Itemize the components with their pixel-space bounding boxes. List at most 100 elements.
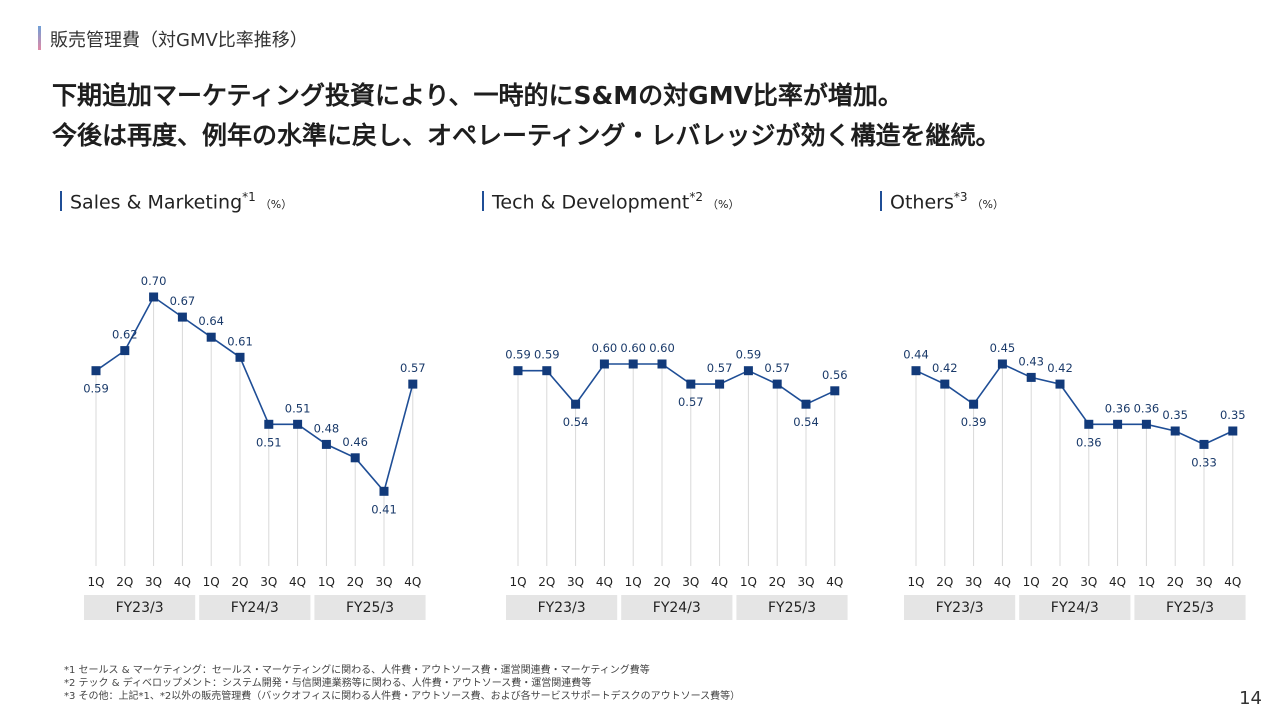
category-label: 3Q <box>797 575 814 589</box>
category-label: 2Q <box>653 575 670 589</box>
category-label: 3Q <box>145 575 162 589</box>
data-label: 0.60 <box>592 341 618 355</box>
category-label: 4Q <box>711 575 728 589</box>
category-label: 3Q <box>965 575 982 589</box>
header-title: 販売管理費（対GMV比率推移） <box>50 30 308 51</box>
category-label: 3Q <box>375 575 392 589</box>
data-label: 0.39 <box>961 415 987 429</box>
data-point <box>513 366 523 376</box>
title-accent-bar <box>880 191 882 212</box>
group-band <box>736 595 848 620</box>
data-label: 0.60 <box>649 341 675 355</box>
chart-plot: 0.59 0.590.540.60 0.60 0.600.570.570.590.57… <box>505 341 848 620</box>
category-label: 4Q <box>596 575 613 589</box>
data-point <box>321 439 331 449</box>
data-point <box>350 453 360 463</box>
chart-unit: （%） <box>971 198 1004 212</box>
data-point <box>715 379 725 389</box>
category-label: 3Q <box>1195 575 1212 589</box>
category-label: 2Q <box>538 575 555 589</box>
data-label: 0.45 <box>990 341 1016 355</box>
data-label: 0.54 <box>793 415 819 429</box>
data-point <box>571 399 581 409</box>
category-label: 4Q <box>826 575 843 589</box>
category-label: 1Q <box>907 575 924 589</box>
data-point <box>1026 372 1036 382</box>
data-label: 0.51 <box>285 401 311 415</box>
data-label: 0.51 <box>256 435 282 449</box>
data-point <box>657 359 667 369</box>
chart-title-footnote-ref: *1 <box>242 190 256 204</box>
data-point <box>120 346 130 356</box>
data-label: 0.59 <box>505 348 531 362</box>
chart-unit: （%） <box>259 198 293 212</box>
category-label: 3Q <box>260 575 277 589</box>
chart-title-text: Sales & Marketing <box>70 191 243 214</box>
data-label: 0.44 <box>903 348 929 362</box>
chart-title: Sales & Marketing*1（%） <box>60 190 292 213</box>
chart-unit: （%） <box>707 198 740 212</box>
category-label: 2Q <box>347 575 364 589</box>
category-label: 1Q <box>87 575 104 589</box>
data-point <box>830 386 840 396</box>
chart-others: Others*3（%） 0.44 0.42 0.39 0.45 0.43 0.42 0.36… <box>880 190 1260 630</box>
title-accent-bar <box>482 191 484 212</box>
category-label: 2Q <box>936 575 953 589</box>
group-band <box>506 595 618 620</box>
data-label: 0.42 <box>932 361 958 375</box>
headline-line-1: 下期追加マーケティング投資により、一時的にS&Mの対GMV比率が増加。 <box>52 81 903 110</box>
category-label: 1Q <box>625 575 642 589</box>
data-label: 0.35 <box>1220 408 1246 422</box>
data-label: 0.41 <box>371 502 397 516</box>
chart-plot: 0.440.420.390.450.43 0.420.360.36 0.36 0.35… <box>903 341 1246 620</box>
data-label: 0.36 <box>1134 401 1160 415</box>
group-band <box>621 595 733 620</box>
data-label: 0.54 <box>563 415 589 429</box>
group-band <box>84 595 196 620</box>
category-label: 4Q <box>404 575 421 589</box>
data-point <box>686 379 696 389</box>
data-point <box>235 352 245 362</box>
category-label: 1Q <box>740 575 757 589</box>
category-label: 3Q <box>682 575 699 589</box>
category-label: 1Q <box>203 575 220 589</box>
data-point <box>911 366 921 376</box>
category-label: 3Q <box>567 575 584 589</box>
group-label: FY24/3 <box>653 600 701 616</box>
group-band <box>1019 595 1131 620</box>
data-point <box>969 399 979 409</box>
data-point <box>177 312 187 322</box>
group-band <box>199 595 311 620</box>
data-point <box>293 419 303 429</box>
data-point <box>1170 426 1180 436</box>
data-label: 0.70 <box>141 274 167 288</box>
footnote-3: *3 その他：上記*1、*2以外の販売管理費（バックオフィスに関わる人件費・アウ… <box>64 691 741 702</box>
group-band <box>904 595 1016 620</box>
data-point <box>1084 419 1094 429</box>
category-label: 4Q <box>1109 575 1126 589</box>
data-label: 0.59 <box>83 382 109 396</box>
data-point <box>206 332 216 342</box>
group-label: FY24/3 <box>1051 600 1099 616</box>
footnotes: *1 セールス & マーケティング：セールス・マーケティングに関わる、人件費・ア… <box>64 664 740 703</box>
group-label: FY25/3 <box>346 600 394 616</box>
group-label: FY24/3 <box>231 600 279 616</box>
data-point <box>149 292 159 302</box>
data-point <box>743 366 753 376</box>
group-label: FY23/3 <box>538 600 586 616</box>
data-label: 0.35 <box>1162 408 1188 422</box>
category-label: 1Q <box>1023 575 1040 589</box>
group-band <box>314 595 426 620</box>
category-label: 3Q <box>1080 575 1097 589</box>
data-label: 0.62 <box>112 328 138 342</box>
data-point <box>408 379 418 389</box>
data-label: 0.60 <box>620 341 646 355</box>
series-line <box>95 295 414 493</box>
category-label: 2Q <box>116 575 133 589</box>
data-point <box>1141 419 1151 429</box>
data-point <box>1199 439 1209 449</box>
series-line <box>915 362 1234 446</box>
data-label: 0.42 <box>1047 361 1073 375</box>
chart-sales-marketing: Sales & Marketing*1（%） 0.59 0.62 0.70 0.67 0… <box>60 190 440 630</box>
header-accent-bar <box>38 26 41 50</box>
